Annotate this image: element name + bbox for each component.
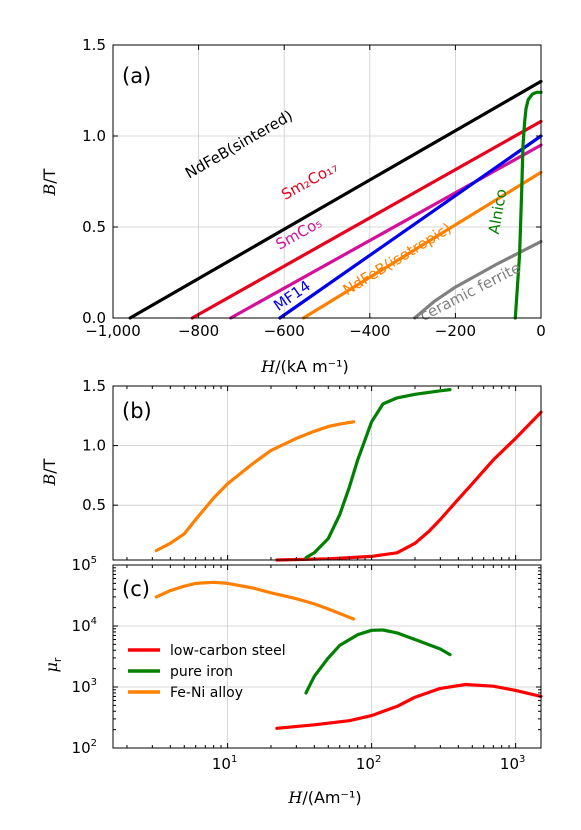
panel-c-label: (c)	[122, 577, 150, 601]
panel-a-xtick-label: −400	[349, 322, 390, 340]
panel-a-xtick-label: 0	[536, 322, 546, 340]
panel-b-ylabel: B/T	[40, 458, 59, 486]
panel-a-series-ndfeb-sintered-	[128, 79, 543, 320]
panel-b: 0.5 1.0 1.5 (b) B/T	[40, 377, 543, 562]
panel-b-label: (b)	[122, 399, 152, 423]
panel-c: 102 103 104 105 101 102 103 (c) H/(Am⁻¹) μr lo…	[42, 555, 543, 807]
panel-a-curves	[128, 79, 543, 320]
panel-c-series-low-carbon-steel	[275, 682, 543, 730]
panel-c-series-pure-iron	[304, 628, 452, 695]
panel-c-series-fe-ni-alloy	[154, 580, 356, 621]
panel-a-series-ceramic-ferrite	[413, 240, 543, 320]
panel-a-series-alnico	[513, 90, 543, 320]
panel-c-ytick-label: 104	[72, 616, 97, 635]
panel-b-frame	[112, 385, 542, 561]
legend-label: Fe-Ni alloy	[170, 685, 243, 701]
panel-a-xtick-label: −200	[435, 322, 476, 340]
legend-label: pure iron	[170, 664, 233, 680]
panel-a-xtick-label: −1,000	[85, 322, 141, 340]
panel-b-ytick-label: 1.0	[82, 437, 106, 455]
panel-a-ytick-label: 0.5	[82, 218, 106, 236]
panel-a-xtick-label: −600	[264, 322, 305, 340]
panel-c-ylabel: μr	[42, 657, 64, 672]
panel-c-curves	[154, 580, 543, 730]
panel-c-xtick-label: 103	[500, 754, 525, 773]
panel-c-frame	[112, 564, 542, 749]
panel-c-ytick-label: 103	[72, 677, 97, 696]
panel-a-series-mf14	[278, 134, 543, 320]
curve-label-sm2co17: Sm₂Co₁₇	[278, 158, 341, 204]
panel-c-xlabel: H/(Am⁻¹)	[287, 788, 361, 807]
panel-b-ticks: 0.5 1.0 1.5	[82, 377, 542, 561]
panel-b-grid	[113, 385, 541, 560]
panel-c-xtick-label: 101	[212, 754, 237, 773]
panel-a-ytick-label: 1.0	[82, 127, 106, 145]
curve-label-alnico: Alnico	[485, 188, 511, 236]
panel-b-series-pure-iron	[304, 388, 452, 560]
panel-a-xtick-label: −800	[178, 322, 219, 340]
panel-b-ytick-label: 0.5	[82, 496, 106, 514]
legend-label: low-carbon steel	[170, 643, 286, 659]
panel-b-curves	[154, 388, 543, 562]
panel-c-xtick-label: 102	[356, 754, 381, 773]
panel-c-legend: low-carbon steel pure iron Fe-Ni alloy	[128, 643, 286, 701]
panel-b-series-fe-ni-alloy	[154, 420, 356, 553]
panel-c-ytick-label: 105	[72, 555, 97, 574]
panel-a-ticks: −1,000 −800 −600 −400 −200 0 0.0 0.5 1.0 1.5	[82, 36, 546, 340]
panel-a-ytick-label: 0.0	[82, 309, 106, 327]
panel-a-series-ndfeb-isotropic-	[301, 170, 543, 320]
panel-c-ytick-label: 102	[72, 738, 97, 757]
panel-a-frame	[112, 44, 542, 319]
curve-label-ceramic-ferrite: ceramic ferrite	[417, 259, 524, 325]
panel-a-ylabel: B/T	[40, 168, 59, 196]
panel-a-series-sm2co17	[190, 119, 543, 320]
curve-label-ndfeb-isotropic-: NdFeB(isotropic)	[340, 219, 455, 299]
curve-label-ndfeb-sintered-: NdFeB(sintered)	[182, 106, 296, 182]
panel-a-label: (a)	[122, 64, 151, 88]
panel-b-series-low-carbon-steel	[275, 410, 543, 562]
panel-a-ytick-label: 1.5	[82, 36, 106, 54]
panel-a-xlabel: H/(kA m⁻¹)	[260, 357, 349, 376]
panel-b-ytick-label: 1.5	[82, 377, 106, 395]
